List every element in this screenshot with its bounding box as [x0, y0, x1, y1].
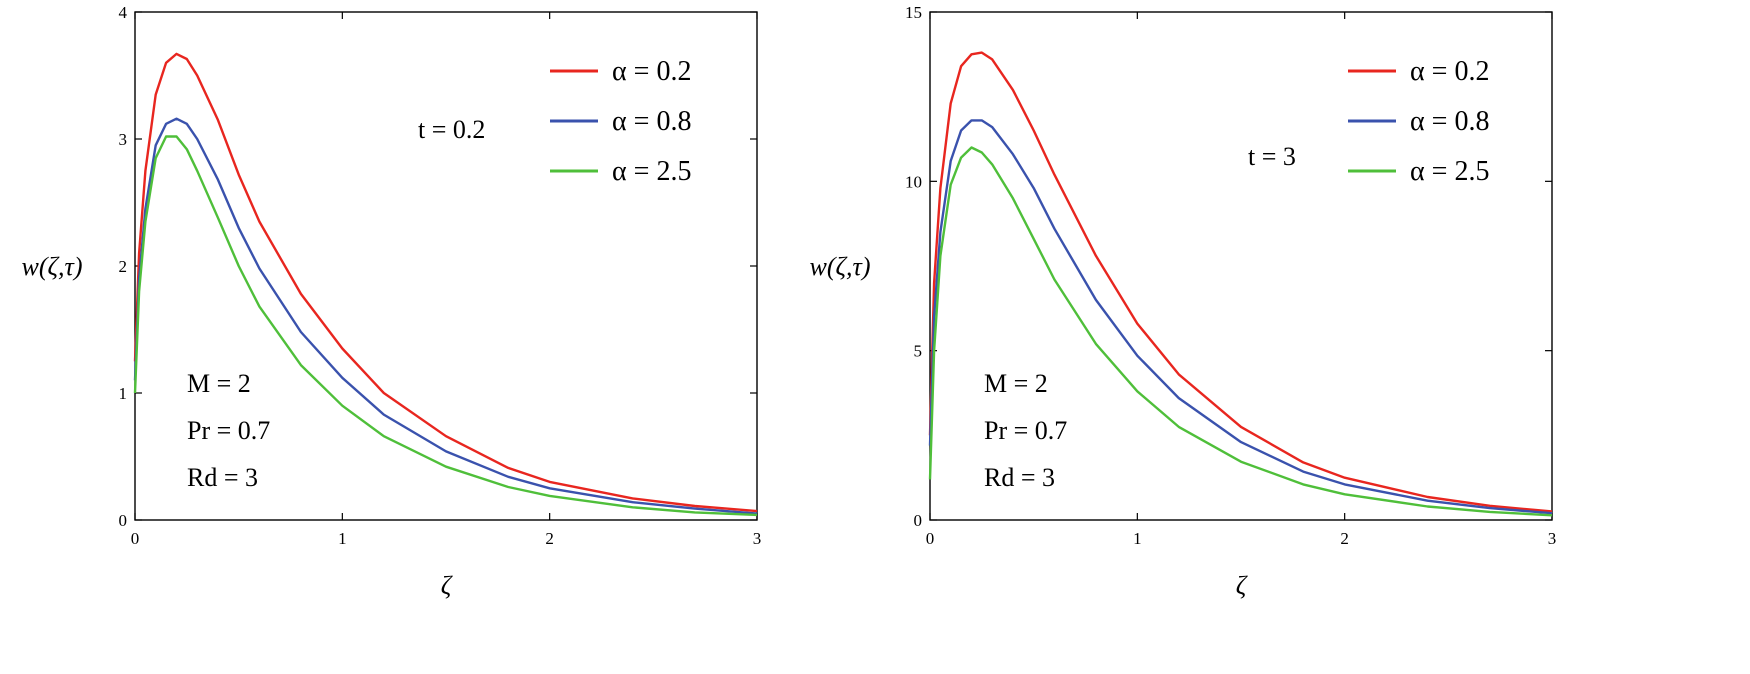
legend-label-1: α = 0.8 [1410, 106, 1489, 137]
y-tick-label: 0 [914, 511, 923, 530]
x-tick-label: 1 [1133, 529, 1142, 548]
legend-label-2: α = 2.5 [1410, 156, 1489, 187]
chart-left: 0 1 2 3 0 1 2 3 4 ζ w(ζ,τ) α = 0.2 α = 0.8 α = 2.5 t =… [22, 3, 762, 600]
series-line-1 [928, 119, 1553, 515]
annotation-param: Rd = 3 [187, 463, 258, 492]
series-line-0 [928, 51, 1553, 513]
x-tick-label: 3 [753, 529, 762, 548]
series-line-0 [133, 52, 758, 513]
x-tick-label: 0 [926, 529, 935, 548]
series-line-2 [133, 135, 758, 517]
annotation-param: Pr = 0.7 [984, 416, 1067, 445]
y-tick-label: 5 [914, 342, 923, 361]
legend-label-0: α = 0.2 [612, 56, 691, 87]
annotation-time: t = 0.2 [418, 115, 485, 144]
x-axis-label: ζ [1236, 571, 1248, 600]
annotation-param: Pr = 0.7 [187, 416, 270, 445]
chart-right: 0 1 2 3 0 5 10 15 ζ w(ζ,τ) α = 0.2 α = 0.8 α = 2.5 t … [810, 3, 1557, 600]
y-axis-label: w(ζ,τ) [810, 252, 871, 281]
plot-frame [929, 11, 1553, 521]
x-axis-label: ζ [441, 571, 453, 600]
annotation-param: M = 2 [984, 369, 1048, 398]
annotation-param: Rd = 3 [984, 463, 1055, 492]
series-line-1 [133, 117, 758, 515]
x-tick-label: 1 [338, 529, 347, 548]
y-tick-label: 2 [119, 257, 128, 276]
y-tick-label: 0 [119, 511, 128, 530]
y-tick-label: 1 [119, 384, 128, 403]
annotation-time: t = 3 [1248, 142, 1296, 171]
x-tick-label: 2 [545, 529, 554, 548]
annotation-param: M = 2 [187, 369, 251, 398]
y-tick-label: 4 [119, 3, 128, 22]
legend-label-2: α = 2.5 [612, 156, 691, 187]
legend-label-0: α = 0.2 [1410, 56, 1489, 87]
y-tick-label: 15 [905, 3, 922, 22]
y-tick-label: 3 [119, 130, 128, 149]
x-tick-label: 3 [1548, 529, 1557, 548]
y-tick-label: 10 [905, 172, 922, 191]
series-line-2 [928, 146, 1553, 517]
x-tick-label: 2 [1340, 529, 1349, 548]
legend-label-1: α = 0.8 [612, 106, 691, 137]
y-axis-label: w(ζ,τ) [22, 252, 83, 281]
x-tick-label: 0 [131, 529, 140, 548]
